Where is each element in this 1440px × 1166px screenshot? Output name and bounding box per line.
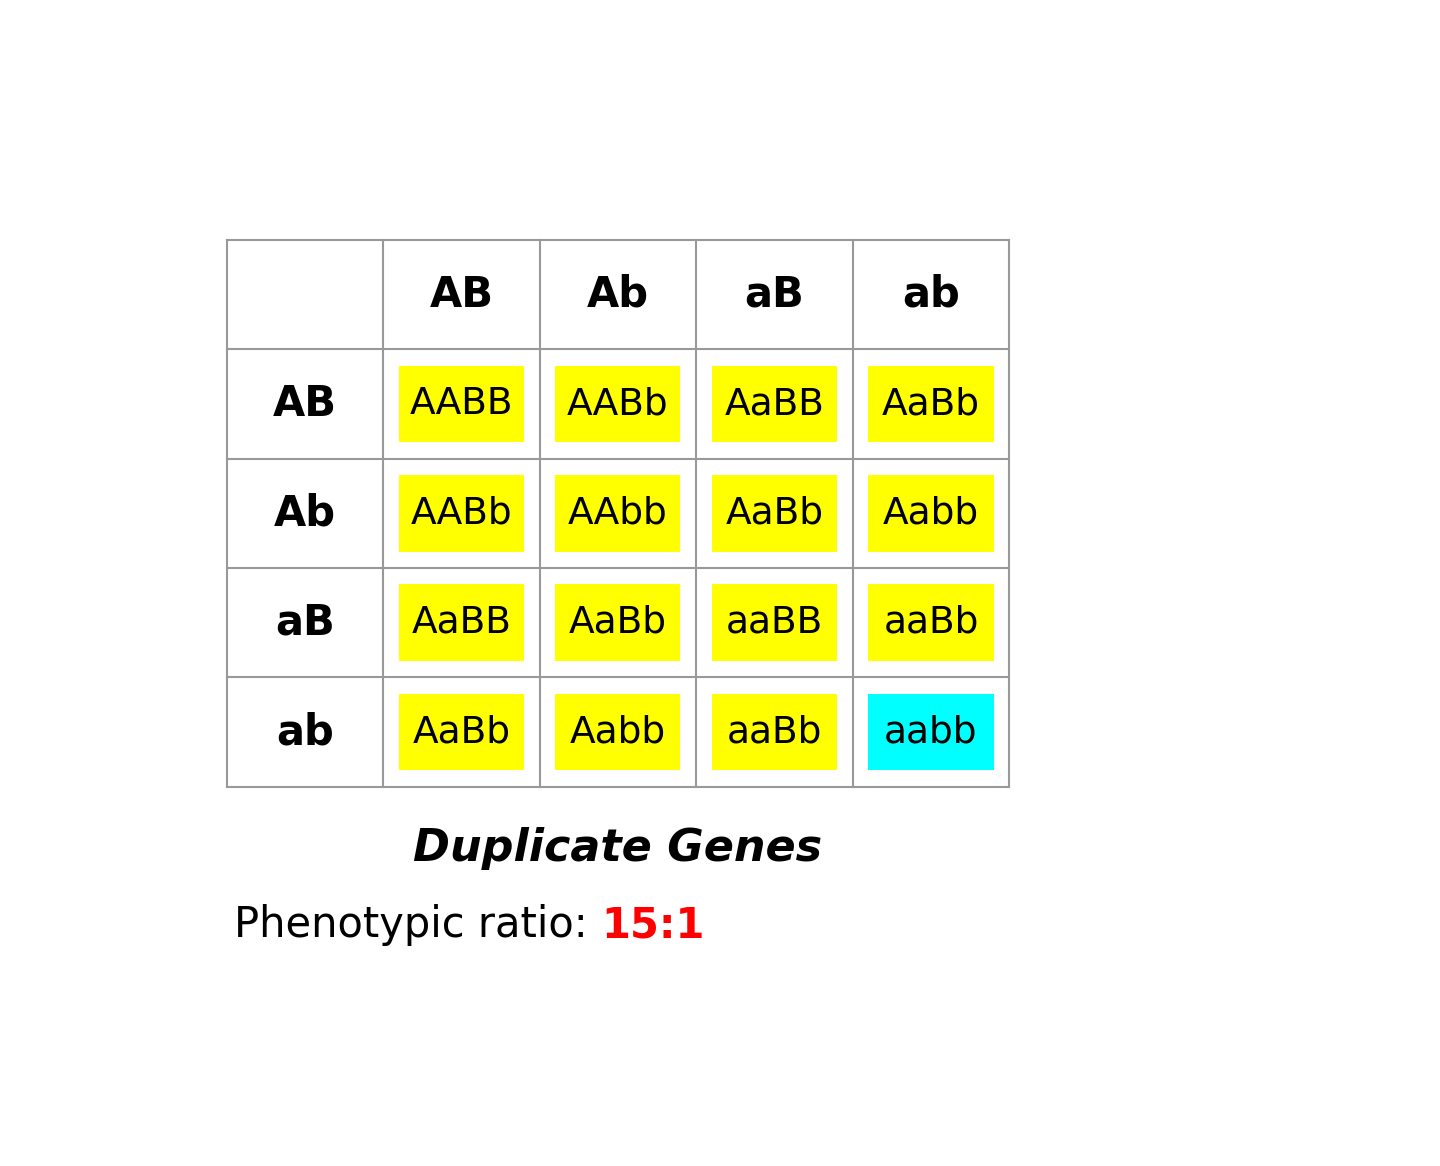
Bar — [399, 475, 524, 552]
Bar — [556, 366, 681, 442]
Bar — [399, 584, 524, 661]
Text: AABb: AABb — [410, 496, 513, 532]
Text: AaBb: AaBb — [881, 386, 981, 422]
Bar — [711, 584, 837, 661]
Bar — [868, 584, 994, 661]
Bar — [399, 366, 524, 442]
Bar — [556, 584, 681, 661]
Bar — [868, 366, 994, 442]
Text: aaBB: aaBB — [726, 605, 824, 640]
Text: Duplicate Genes: Duplicate Genes — [413, 827, 822, 870]
Text: AaBb: AaBb — [569, 605, 667, 640]
Text: aabb: aabb — [884, 714, 978, 750]
Text: aB: aB — [275, 602, 334, 644]
Bar — [556, 475, 681, 552]
Bar — [868, 475, 994, 552]
Text: 15:1: 15:1 — [602, 905, 704, 947]
Text: AB: AB — [429, 274, 494, 316]
Bar — [711, 694, 837, 771]
Text: Aabb: Aabb — [570, 714, 665, 750]
Text: Aabb: Aabb — [883, 496, 979, 532]
Bar — [556, 694, 681, 771]
Text: AAbb: AAbb — [567, 496, 668, 532]
Text: AB: AB — [272, 382, 337, 426]
Bar — [711, 366, 837, 442]
Text: Phenotypic ratio:: Phenotypic ratio: — [235, 905, 602, 947]
Text: aB: aB — [744, 274, 805, 316]
Text: AABb: AABb — [567, 386, 668, 422]
Text: ab: ab — [276, 711, 334, 753]
Text: AaBb: AaBb — [412, 714, 510, 750]
Bar — [711, 475, 837, 552]
Text: Ab: Ab — [588, 274, 649, 316]
Text: AABB: AABB — [409, 386, 513, 422]
Text: AaBB: AaBB — [412, 605, 511, 640]
Text: AaBb: AaBb — [726, 496, 824, 532]
Text: aaBb: aaBb — [727, 714, 822, 750]
Text: AaBB: AaBB — [724, 386, 824, 422]
Text: Ab: Ab — [274, 492, 336, 534]
Text: aaBb: aaBb — [883, 605, 979, 640]
Bar — [399, 694, 524, 771]
Text: ab: ab — [901, 274, 960, 316]
Bar — [868, 694, 994, 771]
